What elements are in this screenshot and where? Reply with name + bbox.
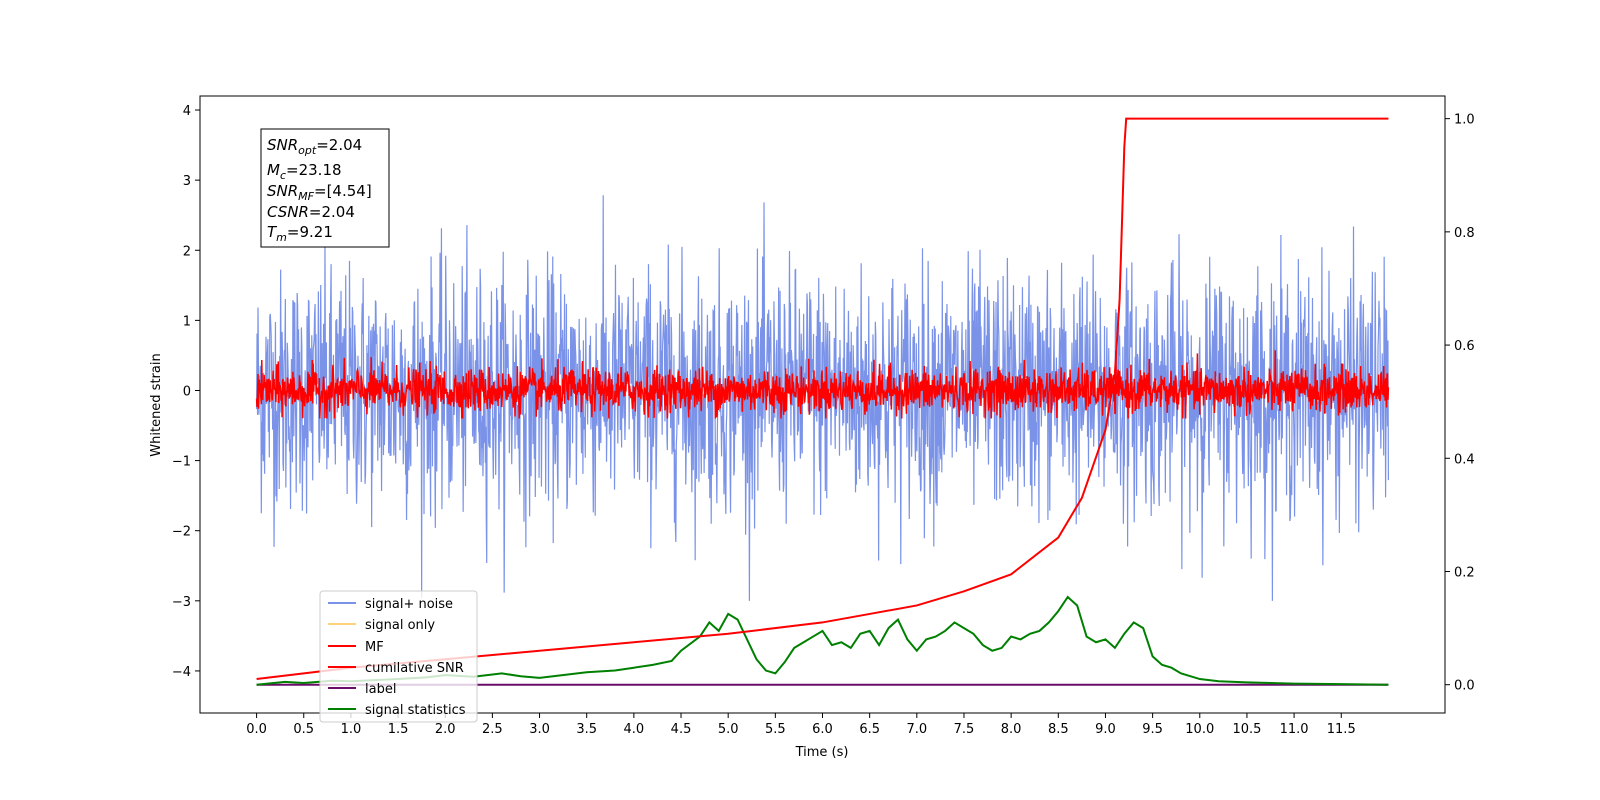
legend-entry-signal-noise: signal+ noise [328, 597, 453, 612]
x-tick-label: 4.5 [671, 722, 692, 737]
x-tick-label: 3.5 [576, 722, 597, 737]
y2-axis-ticks: 1.0 0.8 0.6 0.4 0.2 0.0 [1445, 113, 1475, 694]
x-tick-label: 11.0 [1280, 722, 1309, 737]
x-tick-label: 6.5 [859, 722, 880, 737]
y2-tick-label: 0.4 [1454, 452, 1475, 467]
y2-tick-label: 0.2 [1454, 565, 1475, 580]
y2-tick-label: 0.8 [1454, 226, 1475, 241]
info-snr-mf: SNRMF=[4.54] [267, 182, 372, 203]
x-tick-label: 2.5 [482, 722, 503, 737]
signal-statistics-line [256, 595, 1389, 686]
y-tick-label: 1 [183, 314, 191, 329]
y-tick-label: −3 [172, 595, 191, 610]
svg-text:cumilative SNR: cumilative SNR [365, 661, 464, 676]
legend-entry-mf: MF [328, 640, 384, 655]
y-tick-label: −1 [172, 455, 191, 470]
x-tick-label: 8.5 [1048, 722, 1069, 737]
x-tick-label: 11.5 [1327, 722, 1356, 737]
x-tick-label: 5.5 [765, 722, 786, 737]
x-tick-label: 5.0 [718, 722, 739, 737]
legend-entry-signal-statistics: signal statistics [328, 703, 466, 718]
y-axis-label: Whitened strain [149, 353, 164, 456]
x-tick-label: 7.5 [954, 722, 975, 737]
x-tick-label: 9.0 [1095, 722, 1116, 737]
x-tick-label: 10.0 [1185, 722, 1214, 737]
x-tick-label: 6.0 [812, 722, 833, 737]
y2-tick-label: 0.6 [1454, 339, 1475, 354]
x-tick-label: 2.0 [435, 722, 456, 737]
svg-text:signal+ noise: signal+ noise [365, 597, 453, 612]
x-axis-ticks: 0.0 0.5 1.0 1.5 2.0 2.5 3.0 3.5 4.0 4.5 5.0 5.5 6.0 6… [246, 713, 1356, 737]
x-tick-label: 9.5 [1142, 722, 1163, 737]
y-tick-label: 4 [183, 104, 191, 119]
x-tick-label: 1.5 [388, 722, 409, 737]
x-tick-label: 0.0 [246, 722, 267, 737]
y-tick-label: 2 [183, 244, 191, 259]
x-tick-label: 10.5 [1232, 722, 1261, 737]
info-mc: Mc=23.18 [267, 161, 342, 182]
y-tick-label: 3 [183, 174, 191, 189]
svg-text:label: label [365, 682, 396, 697]
signal-plus-noise-line [255, 195, 1390, 601]
x-tick-label: 3.0 [529, 722, 550, 737]
x-tick-label: 7.0 [906, 722, 927, 737]
x-tick-label: 8.0 [1001, 722, 1022, 737]
legend: signal+ noise signal only MF cumilative … [319, 590, 478, 723]
y2-tick-label: 0.0 [1454, 679, 1475, 694]
info-box: SNRopt=2.04 Mc=23.18 SNRMF=[4.54] CSNR=2… [260, 128, 390, 248]
cumulative-snr-line [256, 117, 1389, 681]
x-axis-label: Time (s) [795, 745, 849, 760]
y-axis-ticks: 4 3 2 1 0 −1 −2 −3 −4 [172, 104, 200, 680]
x-tick-label: 4.0 [624, 722, 645, 737]
x-tick-label: 1.0 [341, 722, 362, 737]
info-csnr: CSNR=2.04 [267, 203, 355, 221]
y2-tick-label: 1.0 [1454, 113, 1475, 128]
svg-text:MF: MF [365, 640, 384, 655]
legend-entry-cumulative-snr: cumilative SNR [328, 661, 464, 676]
y-tick-label: 0 [183, 384, 191, 399]
legend-entry-signal-only: signal only [328, 618, 435, 633]
info-tm: Tm=9.21 [267, 223, 333, 244]
svg-text:signal statistics: signal statistics [365, 703, 466, 718]
y-tick-label: −4 [172, 665, 191, 680]
info-snr-opt: SNRopt=2.04 [267, 136, 362, 157]
svg-text:signal only: signal only [365, 618, 435, 633]
legend-entry-label: label [328, 682, 396, 697]
x-tick-label: 0.5 [293, 722, 314, 737]
mf-line [255, 350, 1390, 419]
y-tick-label: −2 [172, 525, 191, 540]
